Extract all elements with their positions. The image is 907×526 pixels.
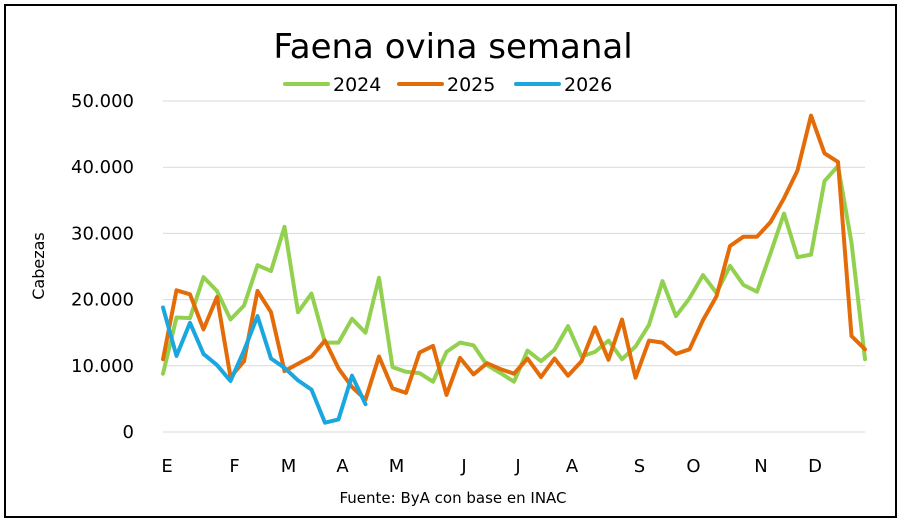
series-lines: [161, 113, 867, 425]
series-line-2025: [161, 113, 867, 402]
series-line-2026: [161, 305, 368, 425]
x-tick-label: F: [229, 456, 239, 477]
legend-label-2024: 2024: [333, 74, 381, 96]
x-tick-label: J: [460, 456, 466, 477]
y-tick-label: 40.000: [71, 157, 134, 178]
chart-title: Faena ovina semanal: [273, 27, 632, 67]
y-tick-label: 10.000: [71, 356, 134, 377]
y-axis-label: Cabezas: [29, 232, 48, 300]
legend: 2024 2025 2026: [283, 74, 612, 96]
y-tick-label: 50.000: [71, 91, 134, 112]
x-tick-label: J: [514, 456, 520, 477]
y-tick-label: 20.000: [71, 290, 134, 311]
x-tick-label: D: [808, 456, 822, 477]
legend-label-2025: 2025: [447, 74, 495, 96]
x-tick-label: A: [566, 456, 579, 477]
x-tick-label: N: [754, 456, 767, 477]
x-tick-label: S: [634, 456, 645, 477]
series-line-2024: [161, 163, 867, 384]
x-tick-label: M: [281, 456, 297, 477]
x-tick-label: A: [336, 456, 349, 477]
x-tick-label: E: [161, 456, 172, 477]
y-tick-label: 30.000: [71, 223, 134, 244]
legend-label-2026: 2026: [564, 74, 612, 96]
y-axis-ticks: 0 10.000 20.000 30.000 40.000 50.000: [71, 91, 134, 443]
x-tick-label: O: [686, 456, 700, 477]
y-tick-label: 0: [123, 422, 134, 443]
x-tick-label: M: [389, 456, 405, 477]
source-note: Fuente: ByA con base en INAC: [339, 489, 566, 507]
